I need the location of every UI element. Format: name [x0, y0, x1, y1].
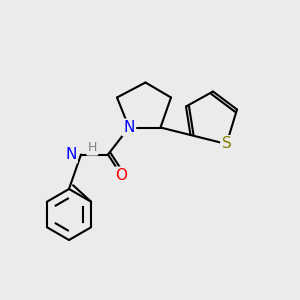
- Text: O: O: [116, 168, 128, 183]
- Text: N: N: [65, 147, 76, 162]
- Text: S: S: [222, 136, 231, 152]
- Text: H: H: [88, 141, 97, 154]
- Text: N: N: [123, 120, 135, 135]
